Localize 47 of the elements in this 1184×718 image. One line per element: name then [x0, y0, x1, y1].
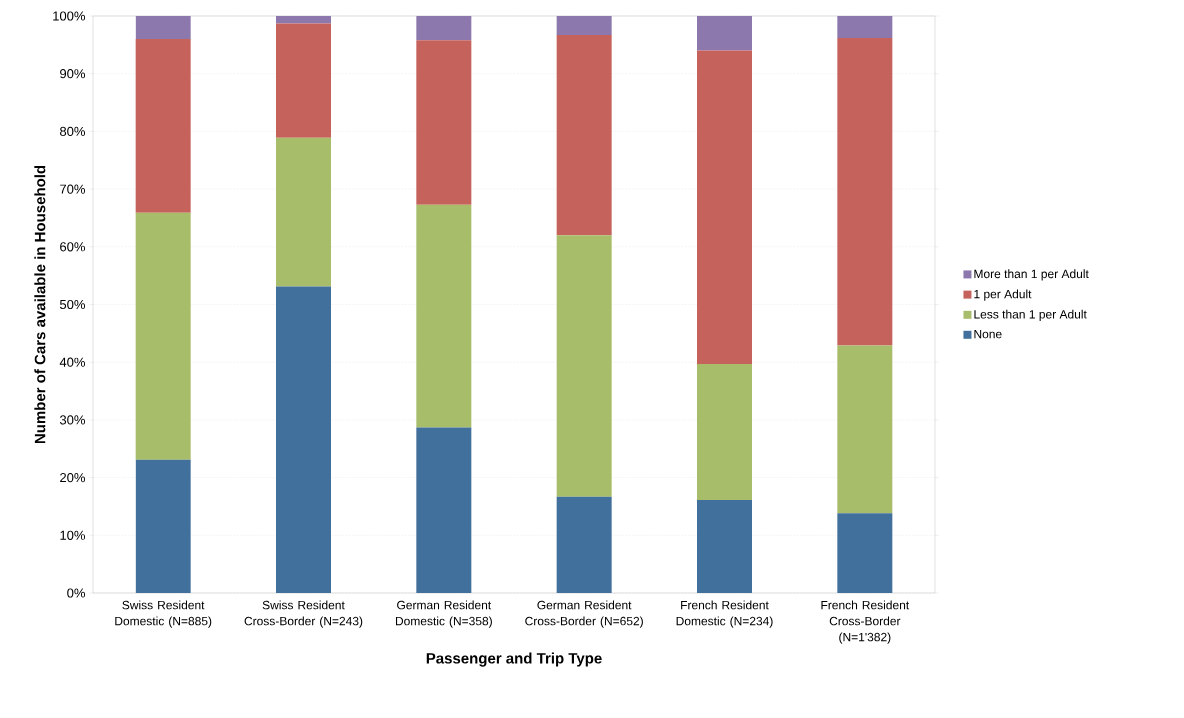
x-axis-title: Passenger and Trip Type: [426, 652, 602, 667]
legend-label: Less than 1 per Adult: [974, 309, 1087, 321]
y-tick-label: 30%: [59, 415, 86, 425]
bar: [416, 15, 472, 41]
y-tick-label: 10%: [60, 530, 86, 540]
y-tick-label: 80%: [60, 126, 86, 136]
y-tick-label: 100%: [53, 11, 86, 21]
legend-label: More than 1 per Adult: [974, 269, 1089, 281]
x-tick-label: Swiss Resident Domestic (N=885): [115, 600, 212, 628]
x-tick-label: German Resident Domestic (N=358): [395, 600, 492, 628]
bar: [276, 15, 331, 24]
x-tick-label: Swiss Resident Cross-Border (N=243): [244, 600, 363, 628]
bar: [697, 363, 752, 501]
x-tick-label: German Resident Cross-Border (N=652): [525, 600, 643, 628]
bar: [416, 204, 472, 428]
bar: [697, 15, 752, 51]
y-tick-label: 0%: [67, 588, 86, 598]
x-tick-label: French Resident Cross-Border (N=1'382): [821, 600, 910, 644]
bar: [837, 15, 893, 38]
bar: [135, 15, 191, 40]
bar: [837, 345, 893, 514]
y-tick-label: 60%: [60, 242, 86, 252]
bar: [416, 427, 472, 593]
y-tick-label: 20%: [60, 472, 86, 483]
legend-label: 1 per Adult: [974, 289, 1032, 301]
y-tick-label: 40%: [59, 357, 86, 367]
bar: [276, 286, 331, 593]
bar: [135, 459, 191, 593]
x-tick-label: French Resident Domestic (N=234): [676, 600, 773, 628]
bar: [837, 37, 893, 346]
bar: [697, 50, 752, 364]
bar: [416, 40, 472, 205]
bar: [837, 513, 893, 593]
bar: [135, 39, 191, 213]
y-tick-label: 70%: [60, 184, 86, 194]
bar: [556, 496, 612, 593]
bar: [697, 500, 752, 593]
bar: [135, 212, 191, 460]
bar: [556, 235, 612, 497]
bar: [276, 23, 331, 138]
bar: [276, 137, 331, 287]
y-tick-label: 90%: [60, 69, 86, 79]
y-tick-label: 50%: [59, 299, 86, 310]
legend-label: None: [974, 329, 1002, 339]
y-axis-title: Number of Cars available in Household: [34, 165, 46, 444]
bar: [556, 15, 612, 36]
bar: [556, 35, 612, 236]
